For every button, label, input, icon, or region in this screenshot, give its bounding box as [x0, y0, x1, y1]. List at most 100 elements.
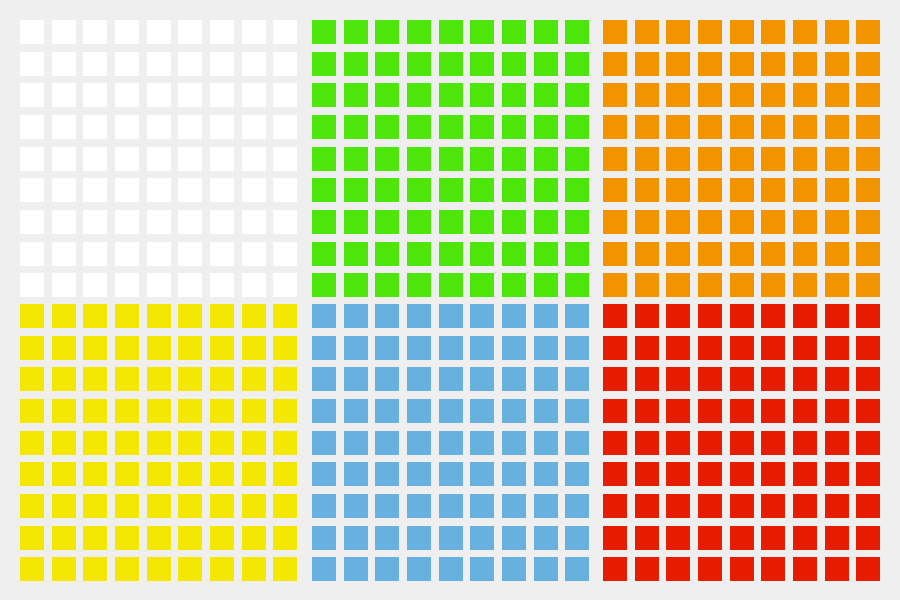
tile[interactable]: [534, 304, 558, 328]
tile[interactable]: [83, 147, 107, 171]
tile[interactable]: [242, 462, 266, 486]
tile[interactable]: [470, 304, 494, 328]
tile[interactable]: [273, 210, 297, 234]
tile[interactable]: [344, 147, 368, 171]
tile[interactable]: [407, 431, 431, 455]
tile[interactable]: [761, 526, 785, 550]
tile[interactable]: [439, 399, 463, 423]
tile[interactable]: [635, 526, 659, 550]
tile[interactable]: [20, 273, 44, 297]
tile[interactable]: [534, 178, 558, 202]
tile[interactable]: [242, 431, 266, 455]
tile[interactable]: [20, 431, 44, 455]
tile[interactable]: [375, 178, 399, 202]
tile[interactable]: [470, 52, 494, 76]
tile[interactable]: [115, 273, 139, 297]
tile[interactable]: [344, 367, 368, 391]
tile[interactable]: [825, 178, 849, 202]
tile[interactable]: [210, 557, 234, 581]
tile[interactable]: [375, 242, 399, 266]
tile[interactable]: [210, 336, 234, 360]
tile[interactable]: [407, 336, 431, 360]
tile[interactable]: [603, 494, 627, 518]
tile[interactable]: [698, 242, 722, 266]
tile[interactable]: [825, 399, 849, 423]
tile[interactable]: [666, 526, 690, 550]
tile[interactable]: [856, 367, 880, 391]
tile[interactable]: [20, 367, 44, 391]
tile[interactable]: [147, 304, 171, 328]
tile[interactable]: [603, 115, 627, 139]
tile[interactable]: [502, 336, 526, 360]
tile[interactable]: [439, 526, 463, 550]
tile[interactable]: [147, 178, 171, 202]
tile[interactable]: [565, 462, 589, 486]
tile[interactable]: [502, 431, 526, 455]
tile[interactable]: [178, 367, 202, 391]
tile[interactable]: [273, 273, 297, 297]
tile[interactable]: [666, 83, 690, 107]
tile[interactable]: [603, 336, 627, 360]
tile[interactable]: [565, 147, 589, 171]
tile[interactable]: [761, 147, 785, 171]
tile[interactable]: [375, 336, 399, 360]
tile[interactable]: [565, 494, 589, 518]
tile[interactable]: [20, 526, 44, 550]
tile[interactable]: [603, 273, 627, 297]
tile[interactable]: [407, 367, 431, 391]
tile[interactable]: [52, 20, 76, 44]
tile[interactable]: [666, 20, 690, 44]
tile[interactable]: [761, 336, 785, 360]
tile[interactable]: [635, 210, 659, 234]
tile[interactable]: [635, 273, 659, 297]
tile[interactable]: [470, 115, 494, 139]
tile[interactable]: [761, 431, 785, 455]
tile[interactable]: [52, 462, 76, 486]
tile[interactable]: [439, 20, 463, 44]
tile[interactable]: [273, 178, 297, 202]
tile[interactable]: [825, 242, 849, 266]
tile[interactable]: [439, 557, 463, 581]
tile[interactable]: [565, 526, 589, 550]
tile[interactable]: [666, 462, 690, 486]
tile[interactable]: [83, 557, 107, 581]
tile[interactable]: [698, 83, 722, 107]
tile[interactable]: [470, 242, 494, 266]
tile[interactable]: [730, 367, 754, 391]
tile[interactable]: [534, 557, 558, 581]
tile[interactable]: [312, 273, 336, 297]
tile[interactable]: [793, 304, 817, 328]
tile[interactable]: [20, 462, 44, 486]
tile[interactable]: [470, 494, 494, 518]
tile[interactable]: [147, 147, 171, 171]
tile[interactable]: [603, 462, 627, 486]
tile[interactable]: [178, 115, 202, 139]
tile[interactable]: [312, 431, 336, 455]
tile[interactable]: [761, 304, 785, 328]
tile[interactable]: [635, 20, 659, 44]
tile[interactable]: [793, 336, 817, 360]
tile[interactable]: [115, 431, 139, 455]
tile[interactable]: [375, 557, 399, 581]
tile[interactable]: [666, 304, 690, 328]
tile[interactable]: [178, 336, 202, 360]
tile[interactable]: [20, 20, 44, 44]
tile[interactable]: [698, 399, 722, 423]
tile[interactable]: [273, 367, 297, 391]
tile[interactable]: [603, 526, 627, 550]
tile[interactable]: [375, 399, 399, 423]
tile[interactable]: [439, 336, 463, 360]
tile[interactable]: [242, 336, 266, 360]
tile[interactable]: [470, 462, 494, 486]
tile[interactable]: [793, 115, 817, 139]
tile[interactable]: [115, 462, 139, 486]
tile[interactable]: [52, 336, 76, 360]
tile[interactable]: [20, 178, 44, 202]
tile[interactable]: [793, 83, 817, 107]
tile[interactable]: [698, 526, 722, 550]
tile[interactable]: [407, 83, 431, 107]
tile[interactable]: [439, 147, 463, 171]
tile[interactable]: [534, 336, 558, 360]
tile[interactable]: [115, 399, 139, 423]
tile[interactable]: [210, 462, 234, 486]
